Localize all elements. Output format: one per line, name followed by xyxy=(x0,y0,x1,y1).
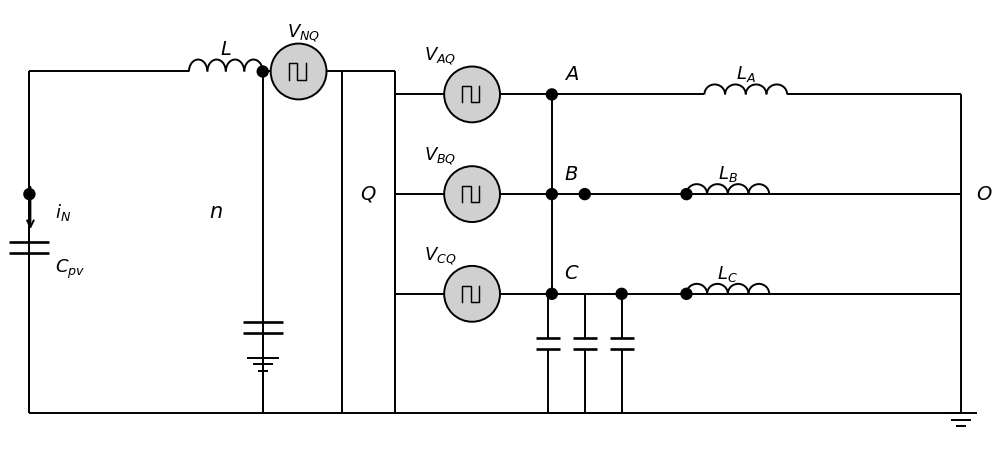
Text: $C_{pv}$: $C_{pv}$ xyxy=(55,258,86,281)
Text: $C$: $C$ xyxy=(564,264,579,283)
Text: $L_{B}$: $L_{B}$ xyxy=(718,164,738,184)
Text: $O$: $O$ xyxy=(976,185,992,204)
Text: $V_{NQ}$: $V_{NQ}$ xyxy=(287,23,320,44)
Circle shape xyxy=(681,288,692,299)
Circle shape xyxy=(546,288,557,299)
Circle shape xyxy=(681,189,692,199)
Circle shape xyxy=(444,266,500,322)
Text: $V_{BQ}$: $V_{BQ}$ xyxy=(424,145,456,167)
Text: $V_{AQ}$: $V_{AQ}$ xyxy=(424,46,456,67)
Text: $L$: $L$ xyxy=(220,40,232,59)
Text: $V_{CQ}$: $V_{CQ}$ xyxy=(424,245,456,267)
Circle shape xyxy=(616,288,627,299)
Circle shape xyxy=(24,189,35,199)
Circle shape xyxy=(546,189,557,199)
Text: $L_{A}$: $L_{A}$ xyxy=(736,64,756,84)
Text: $n$: $n$ xyxy=(209,202,223,222)
Circle shape xyxy=(444,67,500,123)
Text: $B$: $B$ xyxy=(564,164,578,184)
Text: $A$: $A$ xyxy=(564,65,579,84)
Circle shape xyxy=(579,189,590,199)
Text: $Q$: $Q$ xyxy=(360,184,377,204)
Circle shape xyxy=(271,43,327,99)
Text: $L_{C}$: $L_{C}$ xyxy=(717,264,738,284)
Circle shape xyxy=(546,89,557,100)
Circle shape xyxy=(257,66,268,77)
Circle shape xyxy=(444,166,500,222)
Text: $i_{N}$: $i_{N}$ xyxy=(55,202,71,223)
